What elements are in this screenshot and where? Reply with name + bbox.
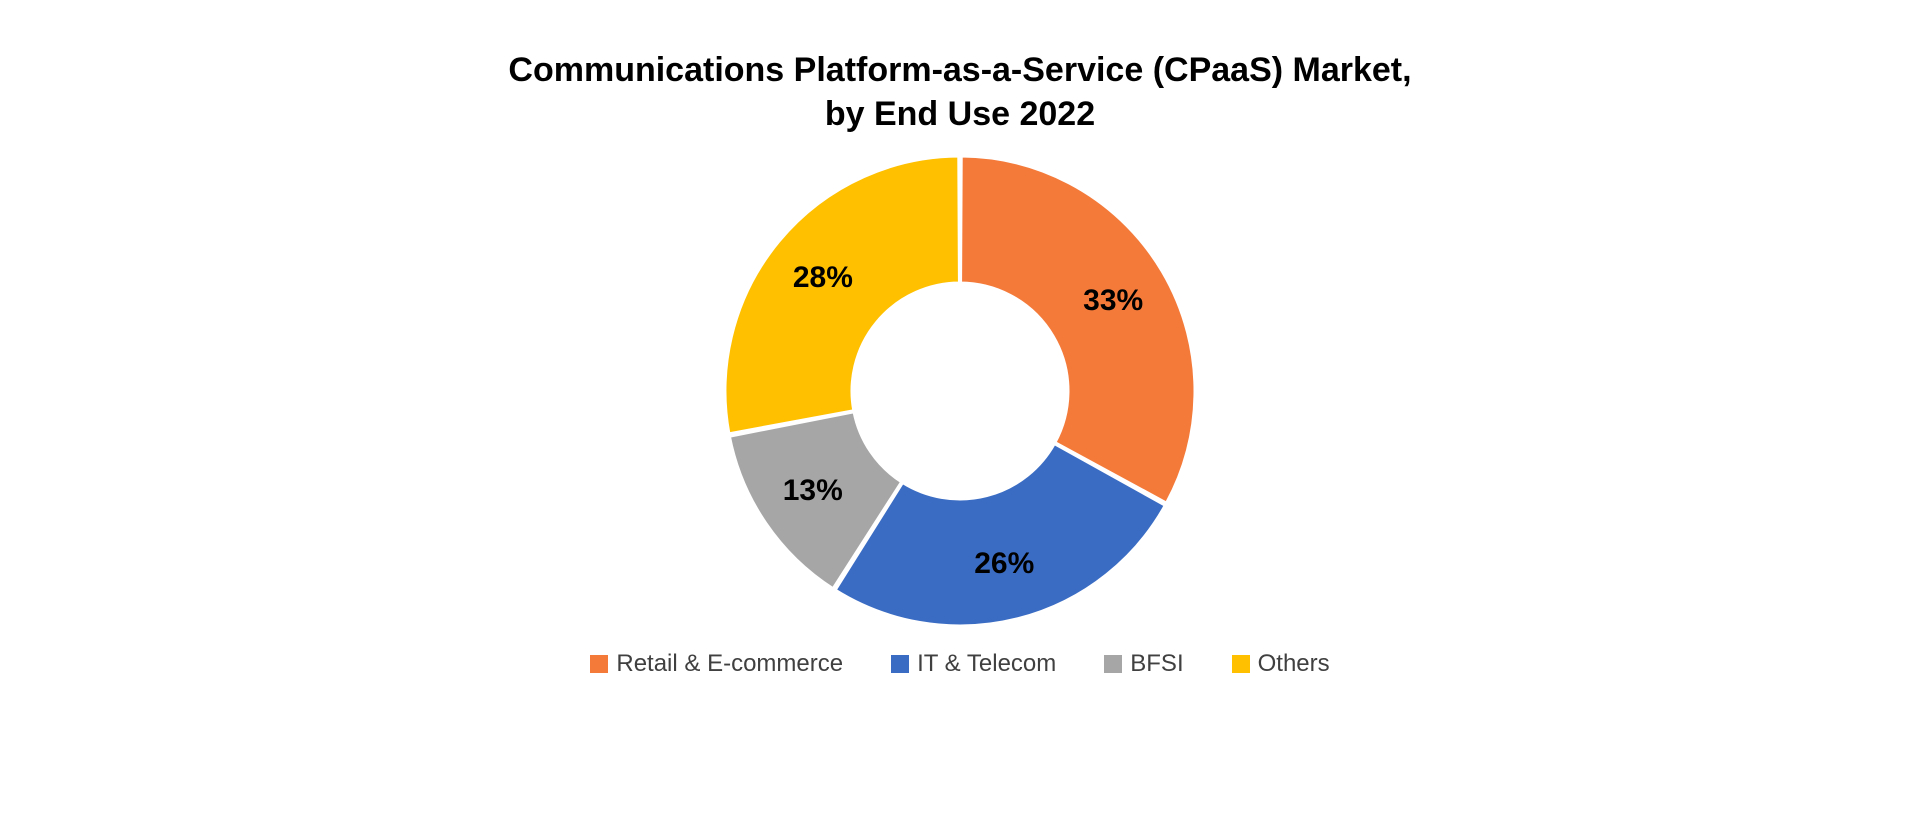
legend-swatch (1104, 655, 1122, 673)
legend-label: Retail & E-commerce (616, 650, 843, 678)
donut-slice (725, 156, 959, 434)
legend-label: BFSI (1130, 650, 1183, 678)
legend: Retail & E-commerce IT & Telecom BFSI Other… (590, 650, 1329, 678)
legend-swatch (891, 655, 909, 673)
legend-item: IT & Telecom (891, 650, 1056, 678)
legend-swatch (1232, 655, 1250, 673)
slice-label: 33% (1083, 284, 1143, 318)
legend-item: BFSI (1104, 650, 1183, 678)
slice-label: 26% (974, 547, 1034, 581)
legend-item: Retail & E-commerce (590, 650, 843, 678)
chart-title: Communications Platform-as-a-Service (CP… (508, 48, 1411, 136)
legend-item: Others (1232, 650, 1330, 678)
legend-label: IT & Telecom (917, 650, 1056, 678)
slice-label: 28% (793, 261, 853, 295)
donut-chart: 33% 26% 13% 28% (725, 156, 1195, 626)
slice-label: 13% (783, 474, 843, 508)
donut-svg (725, 156, 1195, 626)
donut-slice (961, 156, 1195, 503)
chart-container: Communications Platform-as-a-Service (CP… (0, 0, 1920, 818)
legend-label: Others (1258, 650, 1330, 678)
legend-swatch (590, 655, 608, 673)
